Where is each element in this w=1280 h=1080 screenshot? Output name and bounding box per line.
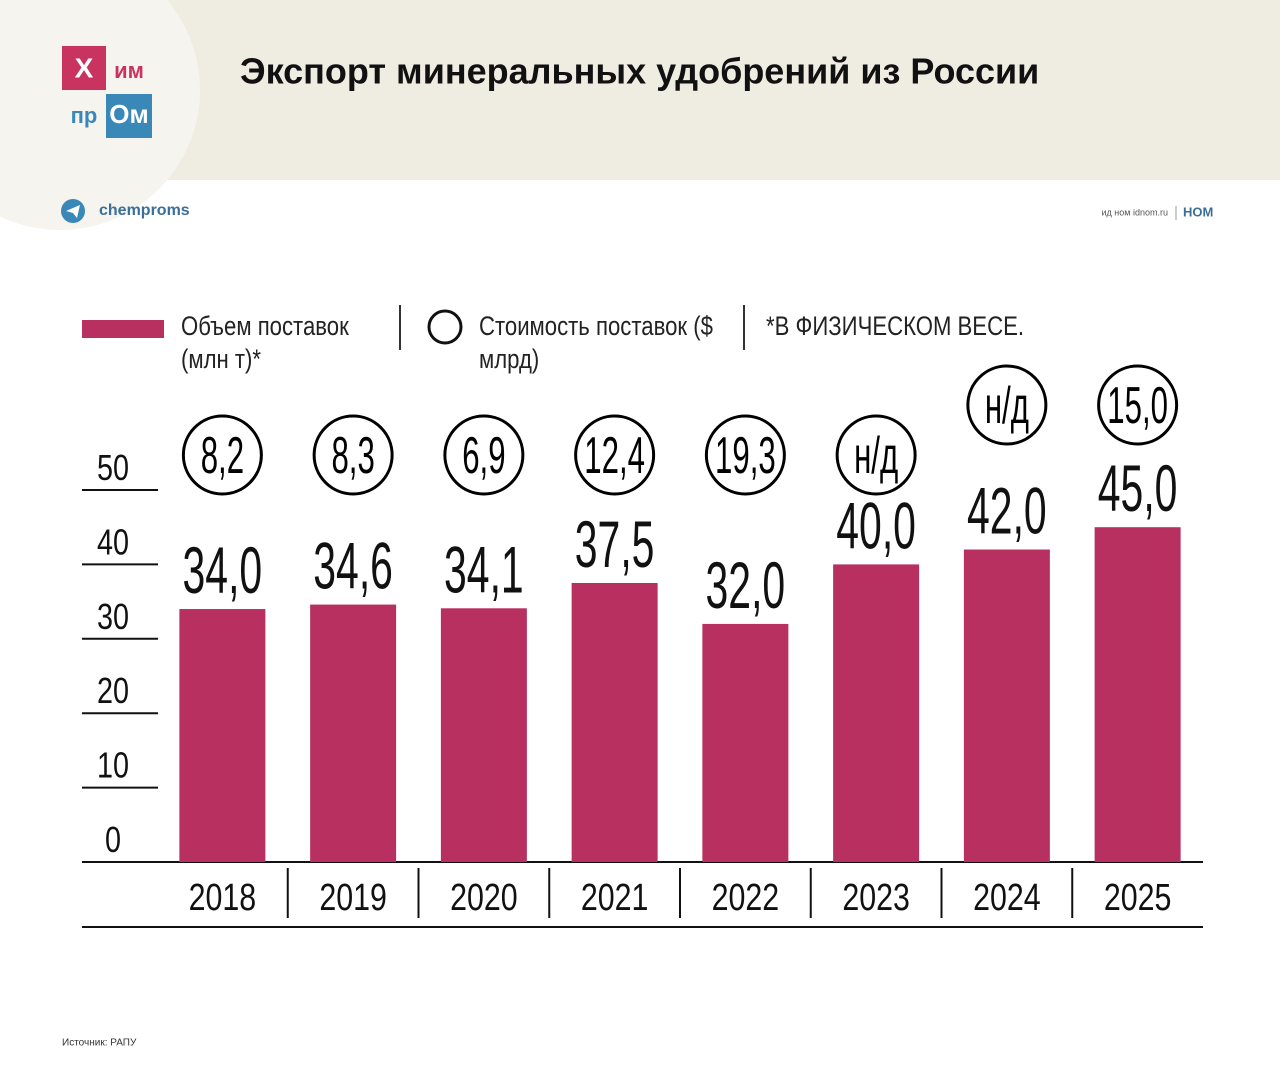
value-label: 34,1	[444, 532, 524, 607]
cost-label: н/д	[854, 427, 898, 485]
x-tick-label: 2019	[319, 877, 387, 919]
x-tick-label: 2025	[1104, 877, 1172, 919]
value-label: 40,0	[836, 488, 916, 563]
telegram-icon	[66, 205, 80, 218]
x-tick-label: 2022	[712, 877, 780, 919]
cost-label: 8,2	[201, 427, 244, 485]
cost-circle	[574, 414, 656, 496]
y-tick-label: 10	[97, 744, 129, 785]
logo-text: Х	[75, 52, 94, 83]
publisher: ид ном idnom.ru	[1102, 207, 1168, 217]
logo-block	[62, 46, 106, 90]
x-tick-label: 2018	[189, 877, 257, 919]
logo-block	[106, 94, 152, 138]
y-tick-label: 0	[105, 819, 121, 860]
bar	[571, 583, 658, 862]
cost-label: 6,9	[462, 427, 505, 485]
bar	[963, 549, 1050, 862]
cost-circle	[312, 414, 394, 496]
cost-circle	[181, 414, 263, 496]
cost-label: 8,3	[331, 427, 374, 485]
bar	[440, 608, 527, 862]
cost-label: н/д	[985, 377, 1029, 435]
bar	[179, 609, 266, 862]
logo-text: Ом	[109, 99, 148, 129]
bar	[310, 604, 397, 862]
y-tick-label: 20	[97, 670, 129, 711]
x-tick-label: 2020	[450, 877, 518, 919]
x-tick-label: 2023	[842, 877, 910, 919]
value-label: 34,0	[183, 533, 263, 608]
value-label: 32,0	[706, 548, 786, 623]
cost-circle	[1097, 364, 1179, 446]
cost-label: 12,4	[584, 427, 645, 485]
title: Экспорт минеральных удобрений из России	[240, 51, 1039, 92]
cost-label: 15,0	[1107, 377, 1168, 435]
bar	[702, 623, 789, 862]
value-label: 45,0	[1098, 451, 1178, 526]
legend-entry: Стоимость поставок ($ млрд)	[479, 311, 713, 374]
legend-circle	[427, 309, 463, 345]
cost-circle	[443, 414, 525, 496]
y-tick-label: 40	[97, 521, 129, 562]
cost-circle	[704, 414, 786, 496]
note: *В ФИЗИЧЕСКОМ ВЕСЕ.	[766, 311, 1024, 341]
legend-swatch	[82, 320, 164, 338]
value-label: 37,5	[575, 507, 655, 582]
logo-text: им	[114, 58, 144, 83]
x-tick-label: 2021	[581, 877, 649, 919]
bar	[833, 564, 920, 862]
header-band	[0, 0, 1280, 180]
y-tick-label: 30	[97, 596, 129, 637]
value-label: 34,6	[313, 528, 393, 603]
x-tick-label: 2024	[973, 877, 1041, 919]
cost-circle	[966, 364, 1048, 446]
y-tick-label: 50	[97, 447, 129, 488]
value-label: 42,0	[967, 473, 1047, 548]
header-circle	[0, 0, 200, 230]
cost-circle	[835, 414, 917, 496]
logo-text: пр	[71, 103, 98, 128]
source: Источник: РАПУ	[62, 1038, 137, 1049]
legend-entry: Объем поставок (млн т)*	[181, 311, 349, 374]
publisher-logo: НОМ	[1183, 204, 1213, 219]
channel[interactable]: chemproms	[99, 202, 190, 219]
bar	[1094, 527, 1181, 862]
cost-label: 19,3	[715, 427, 776, 485]
